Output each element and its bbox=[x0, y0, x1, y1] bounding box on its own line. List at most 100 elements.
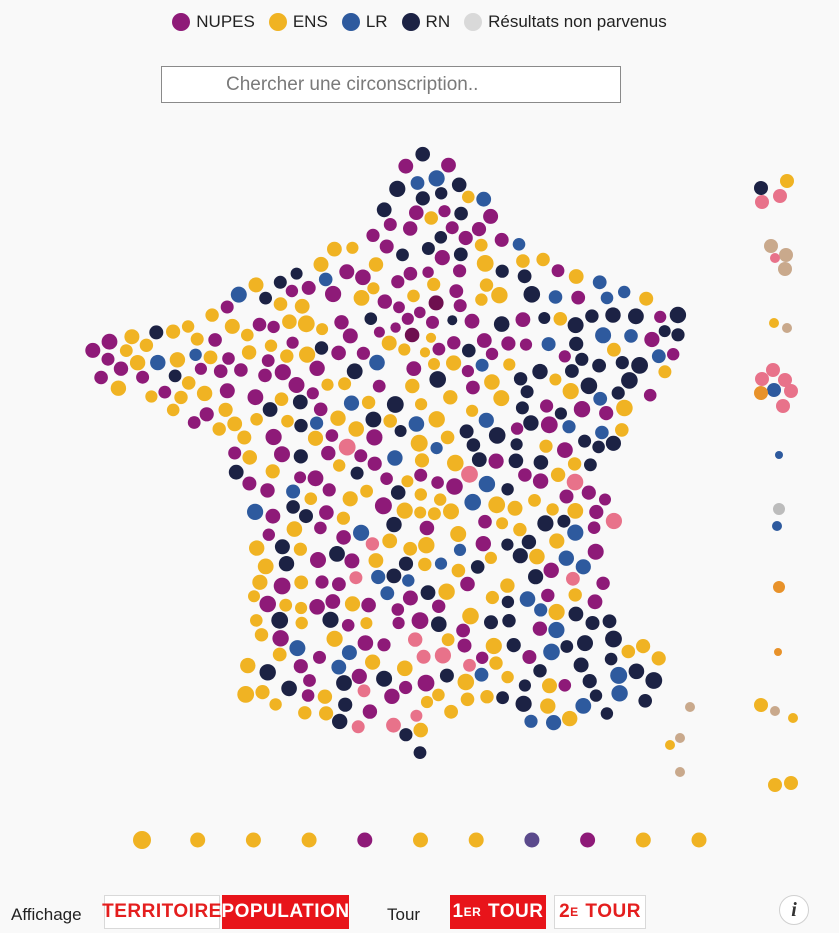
constituency-dot[interactable] bbox=[237, 430, 252, 445]
constituency-dot[interactable] bbox=[466, 404, 479, 417]
constituency-dot[interactable] bbox=[577, 635, 593, 652]
overseas-dot[interactable] bbox=[754, 181, 768, 195]
constituency-dot[interactable] bbox=[247, 389, 264, 406]
constituency-dot[interactable] bbox=[431, 616, 447, 632]
constituency-dot[interactable] bbox=[548, 603, 565, 621]
constituency-dot[interactable] bbox=[592, 440, 605, 454]
constituency-dot[interactable] bbox=[669, 306, 687, 324]
constituency-dot[interactable] bbox=[510, 438, 523, 451]
constituency-dot[interactable] bbox=[461, 365, 474, 378]
constituency-dot[interactable] bbox=[501, 483, 514, 496]
constituency-dot[interactable] bbox=[357, 635, 374, 651]
constituency-dot[interactable] bbox=[475, 358, 489, 372]
constituency-dot[interactable] bbox=[365, 654, 381, 670]
constituency-dot[interactable] bbox=[294, 298, 310, 314]
constituency-dot[interactable] bbox=[342, 328, 358, 344]
constituency-dot[interactable] bbox=[346, 363, 363, 380]
constituency-dot[interactable] bbox=[350, 466, 364, 480]
constituency-dot[interactable] bbox=[456, 623, 470, 638]
constituency-dot[interactable] bbox=[651, 651, 666, 666]
constituency-dot[interactable] bbox=[489, 656, 503, 670]
constituency-dot[interactable] bbox=[534, 603, 548, 617]
constituency-dot[interactable] bbox=[450, 526, 467, 542]
constituency-dot[interactable] bbox=[344, 553, 360, 569]
constituency-dot[interactable] bbox=[441, 157, 456, 173]
constituency-dot[interactable] bbox=[485, 637, 502, 655]
french-abroad-dot[interactable] bbox=[580, 832, 596, 848]
constituency-dot[interactable] bbox=[196, 385, 213, 402]
constituency-dot[interactable] bbox=[451, 177, 467, 193]
constituency-dot[interactable] bbox=[317, 689, 333, 704]
constituency-dot[interactable] bbox=[496, 691, 509, 705]
constituency-dot[interactable] bbox=[338, 438, 356, 456]
constituency-dot[interactable] bbox=[621, 644, 636, 659]
constituency-dot[interactable] bbox=[523, 286, 541, 303]
constituency-dot[interactable] bbox=[408, 632, 423, 647]
constituency-dot[interactable] bbox=[306, 387, 319, 400]
constituency-dot[interactable] bbox=[491, 287, 508, 304]
constituency-dot[interactable] bbox=[600, 291, 614, 305]
constituency-dot[interactable] bbox=[565, 364, 579, 378]
constituency-dot[interactable] bbox=[518, 679, 532, 692]
constituency-dot[interactable] bbox=[513, 522, 527, 537]
constituency-dot[interactable] bbox=[430, 442, 443, 455]
constituency-dot[interactable] bbox=[332, 713, 348, 730]
constituency-dot[interactable] bbox=[636, 639, 651, 654]
overseas-dot[interactable] bbox=[768, 778, 782, 792]
constituency-dot[interactable] bbox=[562, 383, 579, 400]
constituency-dot[interactable] bbox=[381, 335, 397, 351]
constituency-dot[interactable] bbox=[316, 323, 329, 336]
constituency-dot[interactable] bbox=[265, 464, 280, 479]
french-abroad-dot[interactable] bbox=[524, 832, 540, 848]
constituency-dot[interactable] bbox=[367, 456, 382, 471]
constituency-dot[interactable] bbox=[519, 338, 533, 351]
constituency-dot[interactable] bbox=[434, 557, 448, 570]
constituency-dot[interactable] bbox=[470, 560, 485, 574]
constituency-dot[interactable] bbox=[595, 425, 609, 440]
constituency-dot[interactable] bbox=[478, 412, 494, 428]
constituency-dot[interactable] bbox=[368, 257, 384, 272]
constituency-dot[interactable] bbox=[515, 695, 532, 712]
constituency-dot[interactable] bbox=[549, 533, 565, 549]
constituency-dot[interactable] bbox=[293, 542, 307, 556]
overseas-dot[interactable] bbox=[754, 698, 768, 712]
constituency-dot[interactable] bbox=[562, 420, 576, 434]
constituency-dot[interactable] bbox=[432, 342, 446, 356]
constituency-dot[interactable] bbox=[285, 284, 299, 298]
constituency-dot[interactable] bbox=[507, 500, 523, 516]
constituency-dot[interactable] bbox=[538, 312, 551, 324]
population-button[interactable]: POPULATION bbox=[221, 895, 349, 929]
constituency-dot[interactable] bbox=[299, 346, 316, 363]
overseas-dot[interactable] bbox=[778, 262, 792, 276]
constituency-dot[interactable] bbox=[322, 483, 336, 497]
constituency-dot[interactable] bbox=[460, 692, 475, 707]
constituency-dot[interactable] bbox=[503, 358, 516, 371]
constituency-dot[interactable] bbox=[222, 352, 235, 365]
constituency-dot[interactable] bbox=[541, 337, 556, 352]
constituency-dot[interactable] bbox=[611, 685, 628, 702]
overseas-dot[interactable] bbox=[773, 503, 785, 515]
constituency-dot[interactable] bbox=[391, 275, 405, 289]
constituency-dot[interactable] bbox=[257, 558, 274, 575]
constituency-dot[interactable] bbox=[541, 588, 555, 603]
constituency-dot[interactable] bbox=[501, 670, 514, 684]
constituency-dot[interactable] bbox=[428, 170, 445, 187]
constituency-dot[interactable] bbox=[187, 416, 201, 429]
constituency-dot[interactable] bbox=[401, 312, 414, 325]
constituency-dot[interactable] bbox=[573, 401, 591, 418]
constituency-dot[interactable] bbox=[386, 568, 402, 584]
constituency-dot[interactable] bbox=[331, 659, 347, 675]
constituency-dot[interactable] bbox=[149, 325, 164, 340]
constituency-dot[interactable] bbox=[438, 205, 451, 218]
constituency-dot[interactable] bbox=[371, 569, 386, 585]
constituency-dot[interactable] bbox=[325, 594, 341, 609]
constituency-dot[interactable] bbox=[422, 266, 434, 278]
constituency-dot[interactable] bbox=[484, 551, 497, 565]
constituency-dot[interactable] bbox=[298, 706, 312, 720]
constituency-dot[interactable] bbox=[533, 455, 549, 470]
constituency-dot[interactable] bbox=[406, 361, 422, 376]
constituency-dot[interactable] bbox=[224, 318, 240, 334]
territoire-button[interactable]: TERRITOIRE bbox=[102, 895, 221, 929]
constituency-dot[interactable] bbox=[414, 306, 426, 319]
constituency-dot[interactable] bbox=[414, 506, 427, 519]
